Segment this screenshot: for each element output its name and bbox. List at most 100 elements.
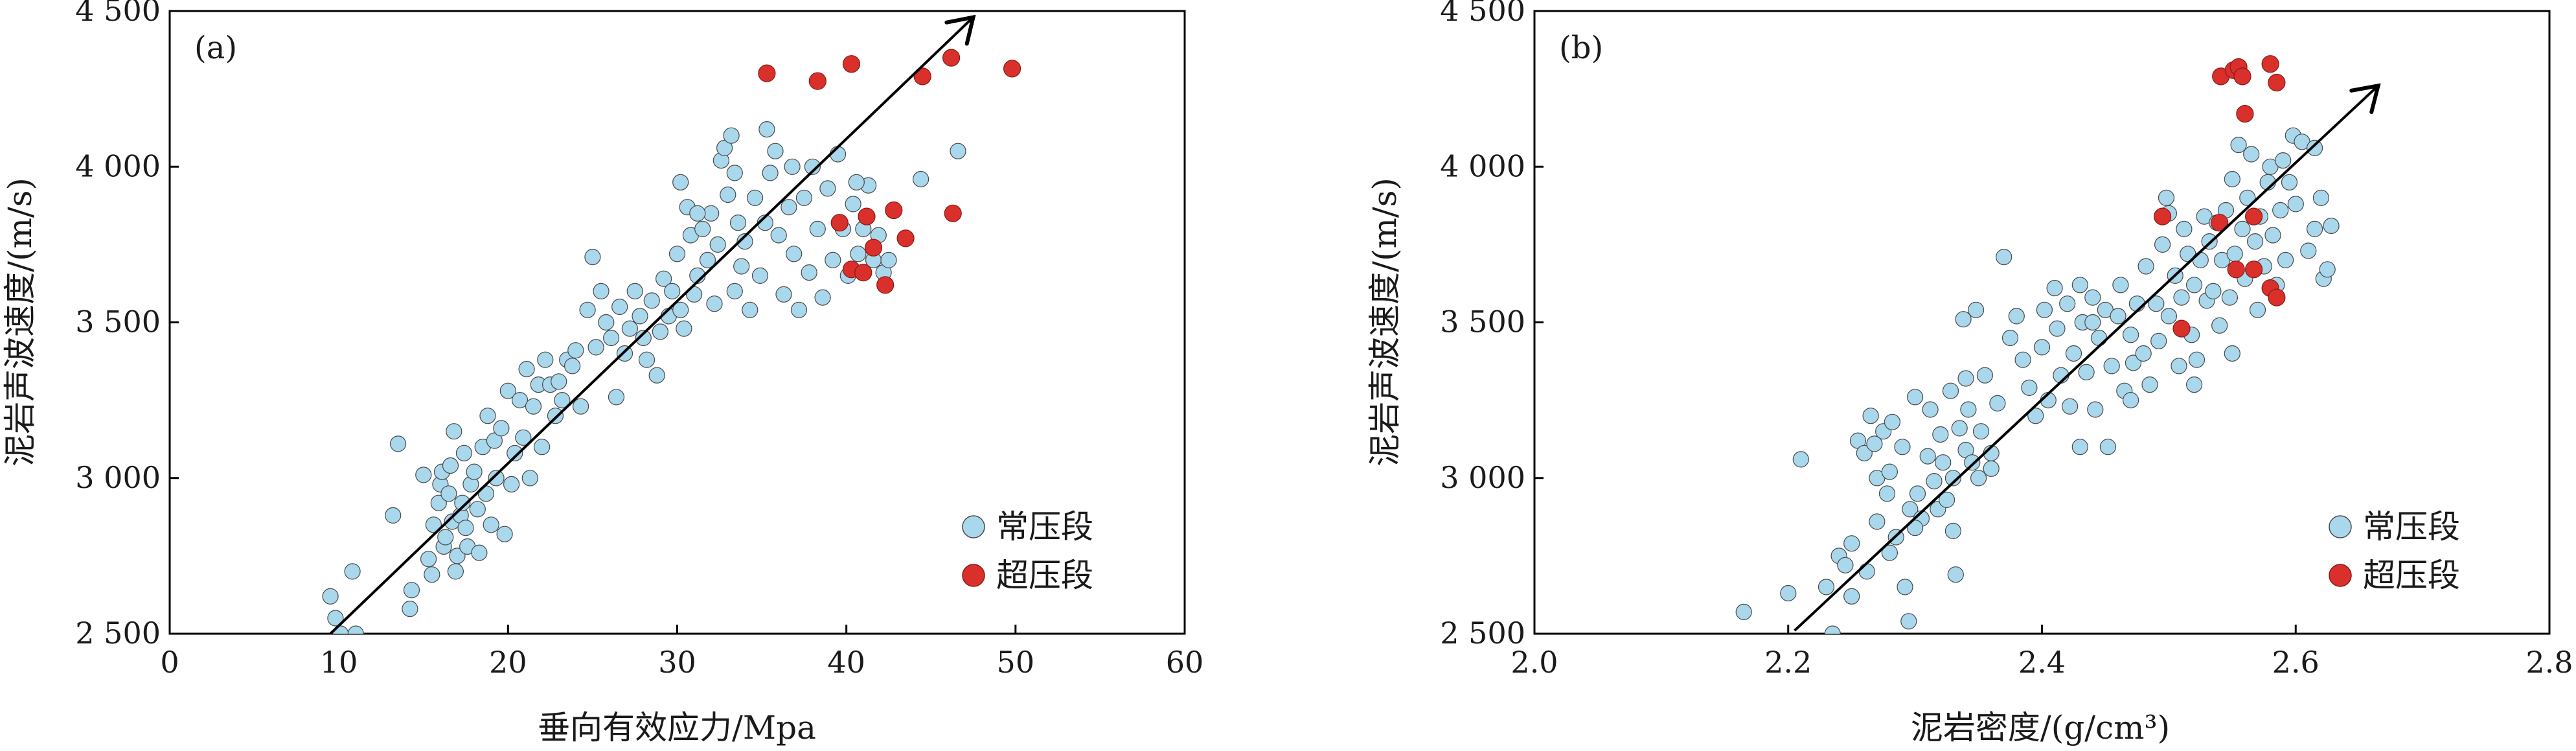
trend-arrow-b [1794,83,2381,632]
data-point-normal [1881,544,1898,561]
data-point-normal [457,519,474,537]
data-point-normal [1894,439,1911,456]
x-tick-label: 10 [320,645,358,680]
data-point-normal [850,246,867,262]
data-point-normal [1922,401,1939,418]
y-tick-label: 3 000 [75,460,161,495]
trend-line [329,16,974,635]
legend-b: 常压段 超压段 [2329,508,2460,594]
data-point-normal [746,189,764,206]
legend-label-over-b: 超压段 [2363,557,2460,594]
data-point-normal [672,301,689,318]
data-point-overpressure [885,201,903,220]
data-point-normal [2065,345,2082,362]
data-point-overpressure [2261,55,2279,73]
data-point-normal [786,246,803,262]
data-point-normal [2103,358,2120,375]
data-point-normal [2239,189,2256,206]
data-point-normal [611,298,628,316]
data-point-normal [469,501,486,518]
data-point-normal [1968,301,1985,318]
data-point-normal [567,342,584,359]
data-point-overpressure [858,207,876,225]
data-point-normal [1900,613,1917,630]
data-point-normal [814,289,831,306]
data-point-normal [551,373,567,390]
data-point-normal [402,600,418,618]
y-tick-label: 4 000 [75,148,161,183]
data-point-normal [1881,463,1898,480]
data-point-normal [515,429,532,446]
data-point-normal [1983,460,2000,477]
x-tick-label: 2.0 [1510,645,1558,680]
data-point-normal [2211,317,2228,334]
y-tick-label: 3 500 [75,305,161,340]
data-point-normal [638,351,655,368]
scatter-points-a [322,49,1021,634]
data-point-normal [449,548,466,564]
data-point-normal [2287,196,2304,213]
data-point-overpressure [2245,207,2263,225]
scatter-points-b [1735,55,2340,634]
data-point-normal [572,398,589,415]
chart-panel-b: 2.0 2.2 2.4 2.6 2.8 2 500 3 000 3 500 4 000 4 50… [1366,0,2573,746]
data-point-normal [1884,413,1900,430]
data-point-normal [2123,391,2139,409]
data-point-normal [648,367,665,384]
panel-label-b: (b) [1559,30,1603,66]
data-point-normal [454,494,471,511]
trend-arrow-a [329,14,976,635]
data-point-normal [819,180,836,197]
data-point-normal [507,445,523,461]
data-point-normal [621,320,639,337]
data-point-normal [1935,454,1952,471]
y-tick-label: 4 500 [1440,0,1525,28]
data-point-normal [751,267,769,284]
data-point-normal [1972,423,1990,440]
y-tick-label: 3 500 [1440,305,1525,340]
x-axis-label-a: 垂向有效应力/Mpa [538,709,816,746]
data-point-normal [709,236,726,253]
data-point-normal [389,435,407,452]
data-point-normal [2300,242,2317,259]
data-point-normal [848,174,865,191]
legend-marker-normal-b [2329,515,2352,538]
data-point-normal [795,189,813,206]
x-tick-label: 2.4 [2018,645,2066,680]
trend-arrowhead [944,14,976,46]
y-tick-label: 3 000 [1440,460,1525,495]
data-point-normal [554,391,571,409]
data-point-normal [784,158,801,175]
legend-a: 常压段 超压段 [962,508,1093,594]
data-point-normal [1907,519,1924,537]
y-axis-label-a: 泥岩声波速度/(m/s) [1,178,39,467]
data-point-normal [664,283,681,299]
data-point-normal [2323,217,2340,235]
data-point-normal [1824,625,1841,634]
data-point-normal [1843,535,1860,552]
data-point-normal [1955,311,1972,328]
data-point-normal [479,408,496,424]
data-point-normal [2027,408,2044,424]
data-point-normal [442,457,459,474]
data-point-normal [344,563,361,580]
data-point-normal [733,258,750,275]
data-point-normal [689,205,706,222]
data-point-normal [1837,557,1854,573]
y-tick-label: 4 500 [75,0,161,28]
data-point-overpressure [913,67,931,86]
data-point-overpressure [2211,214,2229,232]
data-point-normal [723,127,740,144]
data-point-normal [2186,376,2203,393]
data-point-normal [790,301,808,318]
y-ticks-a: 2 500 3 000 3 500 4 000 4 500 [75,0,179,651]
data-point-normal [537,351,554,368]
data-point-normal [1866,435,1883,452]
data-point-normal [2160,308,2177,325]
data-point-normal [488,470,505,487]
x-tick-label: 2.8 [2525,645,2573,680]
data-point-normal [2084,289,2101,306]
x-tick-label: 2.2 [1764,645,1812,680]
data-point-normal [1944,522,1961,540]
